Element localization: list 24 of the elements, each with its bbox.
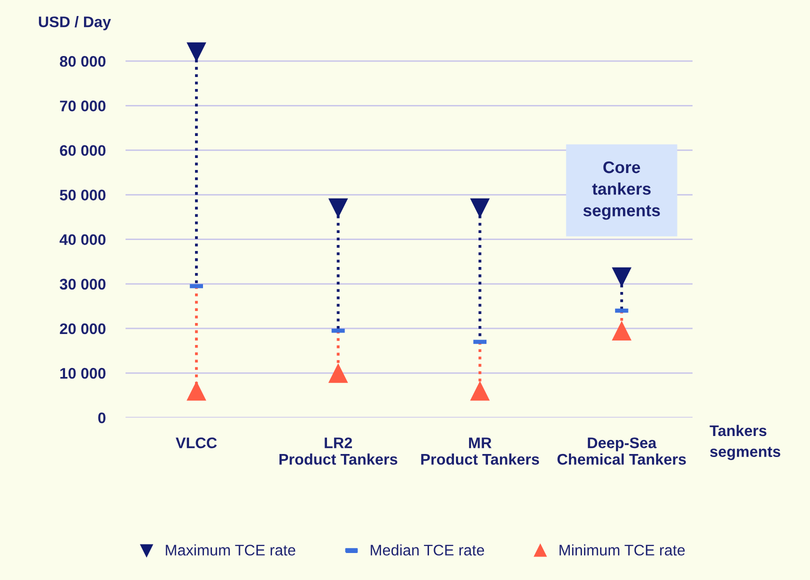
y-tick-label: 40 000: [60, 234, 106, 246]
y-tick-label: 30 000: [60, 278, 106, 290]
y-tick-label: 0: [98, 412, 106, 424]
point: [470, 198, 490, 218]
x-tick-label: MR Product Tankers: [421, 438, 540, 465]
x-tick-label: Deep-Sea Chemical Tankers: [557, 437, 686, 465]
y-tick-label: 80 000: [60, 56, 106, 67]
legend-label: Maximum TCE rate: [166, 544, 296, 556]
y-tick-label: 60 000: [60, 145, 106, 156]
legend-label: Minimum TCE rate: [560, 544, 685, 556]
y-tick-label: 50 000: [60, 190, 106, 200]
annotation: Core tankers segments: [583, 161, 660, 220]
point: [186, 381, 206, 401]
x-tick-label: LR2 Product Tankers: [279, 437, 398, 465]
point: [470, 381, 490, 401]
point: [328, 363, 348, 383]
y-tick-label: 10 000: [60, 368, 106, 379]
legend-label: Median TCE rate: [370, 544, 484, 556]
y-tick-label: 20 000: [60, 323, 106, 334]
x-axis-title: Tankers segments: [710, 424, 780, 460]
y-tick-label: 70 000: [60, 100, 106, 112]
point: [612, 320, 632, 341]
x-tick-label: VLCC: [176, 437, 217, 448]
y-axis-title: USD / Day: [38, 16, 111, 30]
